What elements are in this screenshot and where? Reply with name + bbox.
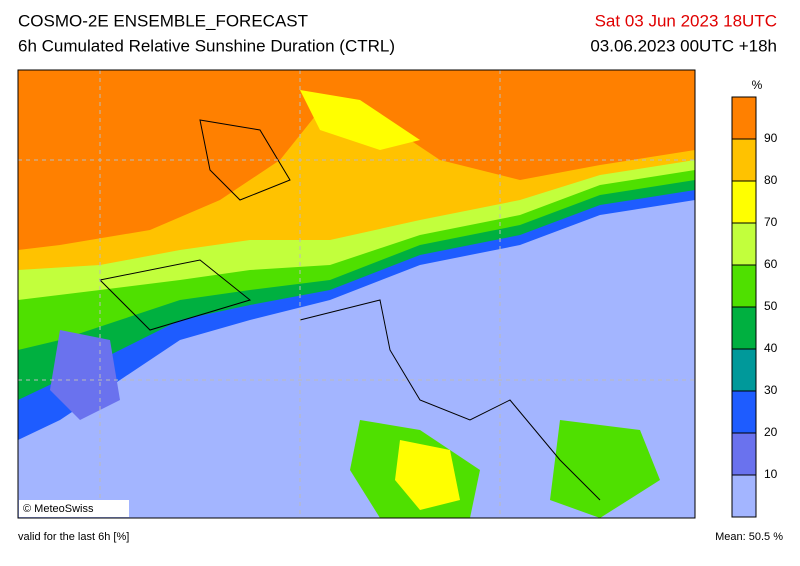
valid-date: Sat 03 Jun 2023 18UTC bbox=[595, 11, 777, 30]
colorbar-bin bbox=[732, 349, 756, 391]
colorbar-tick-label: 50 bbox=[764, 299, 778, 313]
colorbar-tick-label: 90 bbox=[764, 131, 778, 145]
colorbar-bin bbox=[732, 181, 756, 223]
colorbar-bin bbox=[732, 433, 756, 475]
graticule bbox=[18, 70, 695, 518]
region bbox=[50, 330, 120, 420]
colorbar-tick-label: 20 bbox=[764, 425, 778, 439]
colorbar-bin bbox=[732, 139, 756, 181]
title: COSMO-2E ENSEMBLE_FORECAST bbox=[18, 11, 308, 30]
subtitle: 6h Cumulated Relative Sunshine Duration … bbox=[18, 36, 395, 55]
colorbar-bin bbox=[732, 97, 756, 139]
credit-box bbox=[19, 500, 129, 517]
colorbar-tick-label: 10 bbox=[764, 467, 778, 481]
credit: © MeteoSwiss bbox=[23, 503, 94, 515]
colorbar-tick-label: 80 bbox=[764, 173, 778, 187]
validity: valid for the last 6h [%] bbox=[18, 531, 129, 543]
colorbar-tick-label: 30 bbox=[764, 383, 778, 397]
colorbar-bin bbox=[732, 475, 756, 517]
mean: Mean: 50.5 % bbox=[715, 531, 783, 543]
colorbar-bin bbox=[732, 223, 756, 265]
region bbox=[550, 420, 660, 518]
region bbox=[18, 70, 695, 250]
colorbar-tick-label: 60 bbox=[764, 257, 778, 271]
colorbar: % 10 20 30 40 50 60 70 80 90 bbox=[731, 78, 778, 518]
colorbar-bin bbox=[732, 391, 756, 433]
map: © MeteoSwiss bbox=[17, 69, 696, 519]
colorbar-tick-label: 40 bbox=[764, 341, 778, 355]
colorbar-unit: % bbox=[752, 78, 763, 92]
region bbox=[300, 90, 420, 150]
region bbox=[395, 440, 460, 510]
run-info: 03.06.2023 00UTC +18h bbox=[590, 36, 777, 55]
colorbar-tick-label: 70 bbox=[764, 215, 778, 229]
border bbox=[98, 119, 601, 501]
colorbar-bin bbox=[732, 265, 756, 307]
map-frame bbox=[17, 69, 696, 519]
colorbar-bin bbox=[732, 307, 756, 349]
